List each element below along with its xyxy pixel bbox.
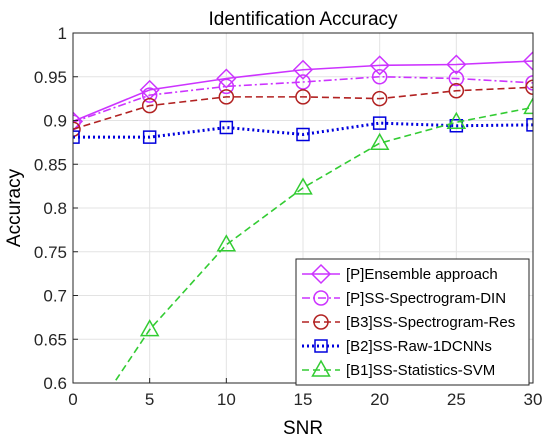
x-tick-label: 5	[145, 390, 154, 409]
data-point-diamond	[369, 55, 390, 76]
data-point-diamond	[216, 68, 237, 89]
data-point-diamond	[522, 50, 533, 72]
legend-label: [P]Ensemble approach	[346, 266, 498, 283]
legend-label: [B2]SS-Raw-1DCNNs	[346, 338, 492, 355]
series-line	[73, 121, 533, 139]
data-point-triangle	[446, 111, 467, 129]
data-point-triangle	[65, 435, 82, 440]
series-line	[113, 106, 533, 383]
chart-title: Identification Accuracy	[208, 9, 398, 30]
data-point-triangle	[369, 132, 390, 150]
y-tick-label: 0.85	[34, 155, 67, 174]
data-point-circle	[73, 121, 81, 137]
data-point-circle	[295, 89, 311, 105]
legend-marker-triangle	[311, 359, 331, 377]
data-point-circle	[371, 69, 388, 85]
y-tick-label: 0.95	[34, 68, 67, 87]
x-tick-label: 20	[370, 390, 389, 409]
legend-label: [B3]SS-Spectrogram-Res	[346, 314, 515, 331]
x-tick-label: 15	[294, 390, 313, 409]
data-point-circle	[525, 75, 533, 91]
legend-item: [B1]SS-Statistics-SVM	[302, 359, 495, 379]
legend-label: [P]SS-Spectrogram-DIN	[346, 290, 506, 307]
y-tick-label: 0.75	[34, 243, 67, 262]
series-line	[73, 60, 533, 123]
data-point-square	[219, 120, 234, 135]
legend-item: [P]Ensemble approach	[302, 263, 498, 285]
x-tick-label: 10	[217, 390, 236, 409]
y-tick-label: 0.65	[34, 330, 67, 349]
data-point-square	[73, 130, 80, 144]
x-tick-label: 0	[68, 390, 77, 409]
data-point-circle	[218, 78, 235, 95]
legend-marker-diamond	[310, 263, 332, 285]
y-tick-label: 0.8	[43, 199, 67, 218]
legend: [P]Ensemble approach [P]SS-Spectrogram-DI…	[295, 258, 530, 386]
data-point-circle	[141, 87, 158, 103]
series-line	[73, 86, 533, 131]
data-point-circle	[218, 89, 235, 105]
data-point-triangle	[216, 234, 237, 252]
legend-marker-circle	[313, 314, 329, 330]
x-axis-label: SNR	[283, 418, 323, 439]
data-point-circle	[525, 79, 533, 95]
legend-item: [B3]SS-Spectrogram-Res	[302, 314, 515, 331]
legend-item: [P]SS-Spectrogram-DIN	[302, 290, 506, 307]
legend-marker-circle	[313, 290, 329, 306]
legend-marker-square	[314, 339, 328, 353]
data-point-circle	[448, 83, 465, 99]
series-3	[73, 116, 533, 144]
data-point-triangle	[523, 96, 533, 115]
x-tick-label: 25	[447, 390, 466, 409]
y-axis-label: Accuracy	[4, 168, 25, 247]
data-point-square	[526, 118, 533, 132]
data-point-circle	[371, 90, 388, 107]
data-point-square	[296, 127, 310, 142]
data-point-triangle	[293, 177, 313, 195]
axis-ticks: 0 5 10 15 20 25 30 0.6 0.65 0.7 0.75 0.8 0.85 0.9 0.95…	[34, 24, 543, 409]
legend-item: [B2]SS-Raw-1DCNNs	[302, 338, 492, 355]
data-point-circle	[73, 114, 81, 130]
y-tick-label: 1	[58, 24, 67, 43]
data-point-circle	[141, 97, 158, 114]
data-point-diamond	[446, 54, 467, 75]
data-point-diamond	[292, 59, 314, 80]
series-4	[65, 96, 533, 440]
data-point-square	[142, 130, 157, 144]
data-point-circle	[448, 70, 465, 87]
y-tick-label: 0.7	[43, 287, 67, 306]
legend-label: [B1]SS-Statistics-SVM	[346, 362, 495, 379]
series-layer	[65, 50, 533, 440]
y-tick-label: 0.6	[43, 374, 67, 393]
series-2	[73, 79, 533, 137]
data-point-square	[449, 119, 464, 133]
series-1	[73, 69, 533, 130]
data-point-triangle	[139, 319, 160, 337]
data-point-circle	[295, 74, 311, 90]
y-tick-label: 0.9	[43, 112, 67, 131]
x-tick-label: 30	[524, 390, 543, 409]
series-line	[73, 75, 533, 124]
data-point-square	[372, 116, 387, 130]
legend-box	[295, 258, 530, 386]
